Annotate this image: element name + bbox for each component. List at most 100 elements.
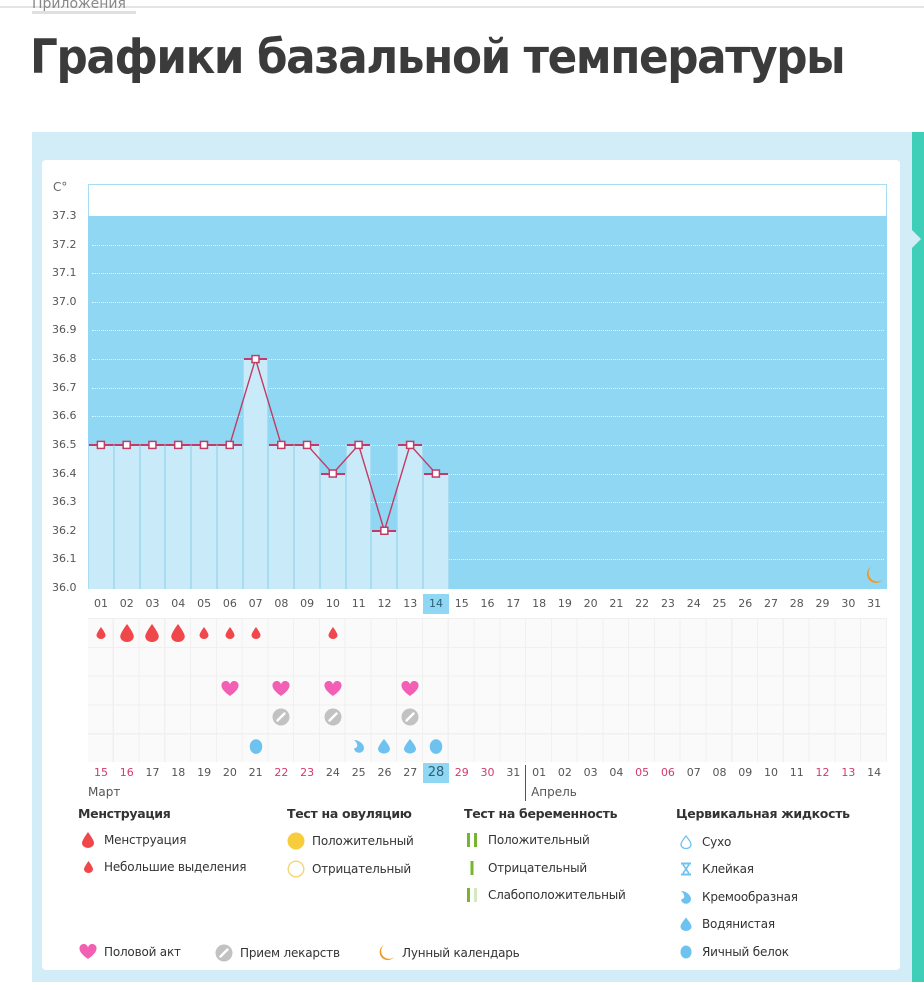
cycle-day-label[interactable]: 10 [325, 597, 340, 610]
calendar-date-label[interactable]: 23 [300, 766, 315, 779]
calendar-date-label[interactable]: 21 [248, 766, 263, 779]
blood-drop-large-icon[interactable] [171, 624, 185, 642]
temperature-bar[interactable] [88, 444, 114, 589]
calendar-date-label[interactable]: 16 [119, 766, 134, 779]
cycle-day-label[interactable]: 05 [197, 597, 212, 610]
cycle-day-label[interactable]: 12 [377, 597, 392, 610]
blood-drop-small-icon[interactable] [225, 627, 235, 639]
temperature-bar[interactable] [423, 473, 449, 589]
temperature-bar[interactable] [397, 444, 423, 589]
blood-drop-small-icon[interactable] [96, 627, 106, 639]
temperature-bar[interactable] [113, 444, 140, 589]
calendar-date-label[interactable]: 29 [454, 766, 469, 779]
temperature-bar[interactable] [242, 359, 269, 589]
cycle-day-label[interactable]: 07 [248, 597, 263, 610]
blood-drop-large-icon[interactable] [145, 624, 160, 642]
calendar-date-label[interactable]: 18 [171, 766, 186, 779]
calendar-date-label[interactable]: 28 [423, 763, 449, 783]
temperature-bar[interactable] [345, 444, 372, 589]
cycle-day-label[interactable]: 31 [867, 597, 882, 610]
temperature-bar[interactable] [371, 530, 398, 589]
cycle-day-label[interactable]: 11 [351, 597, 366, 610]
calendar-date-label[interactable]: 22 [274, 766, 289, 779]
egg-icon[interactable] [249, 738, 263, 755]
calendar-date-label[interactable]: 27 [403, 766, 418, 779]
calendar-date-label[interactable]: 25 [351, 766, 366, 779]
moon-icon[interactable] [864, 565, 884, 585]
temperature-bar[interactable] [216, 444, 243, 589]
cycle-day-label[interactable]: 18 [532, 597, 547, 610]
temperature-bar[interactable] [139, 444, 166, 589]
cycle-day-label[interactable]: 19 [557, 597, 572, 610]
cycle-day-label[interactable]: 27 [764, 597, 779, 610]
temperature-bar[interactable] [268, 444, 295, 589]
calendar-date-label[interactable]: 07 [686, 766, 701, 779]
calendar-date-label[interactable]: 30 [480, 766, 495, 779]
temperature-bar[interactable] [319, 473, 346, 589]
cycle-day-label[interactable]: 17 [506, 597, 521, 610]
cycle-day-label[interactable]: 14 [423, 594, 449, 614]
calendar-date-label[interactable]: 14 [867, 766, 882, 779]
calendar-date-label[interactable]: 15 [94, 766, 108, 779]
cycle-day-label[interactable]: 25 [712, 597, 727, 610]
calendar-date-label[interactable]: 20 [222, 766, 237, 779]
calendar-date-label[interactable]: 08 [712, 766, 727, 779]
water-drop-icon[interactable] [378, 738, 391, 754]
heart-icon[interactable] [324, 680, 342, 697]
cycle-day-label[interactable]: 04 [171, 597, 186, 610]
cycle-day-label[interactable]: 03 [145, 597, 160, 610]
side-expand-tab[interactable] [912, 132, 924, 982]
cycle-day-label[interactable]: 02 [119, 597, 134, 610]
blood-drop-large-icon[interactable] [119, 624, 134, 642]
blood-drop-small-icon[interactable] [199, 627, 209, 639]
calendar-date-label[interactable]: 03 [583, 766, 598, 779]
temperature-bar[interactable] [165, 444, 192, 589]
cycle-day-label[interactable]: 22 [635, 597, 650, 610]
cycle-day-label[interactable]: 20 [583, 597, 598, 610]
calendar-date-label[interactable]: 17 [145, 766, 160, 779]
cycle-day-label[interactable]: 13 [403, 597, 418, 610]
cycle-day-label[interactable]: 08 [274, 597, 289, 610]
pill-icon[interactable] [272, 708, 290, 726]
pill-icon[interactable] [324, 708, 342, 726]
calendar-date-label[interactable]: 10 [764, 766, 779, 779]
temperature-bar[interactable] [294, 444, 320, 589]
cycle-day-label[interactable]: 01 [94, 597, 108, 610]
blood-drop-small-icon[interactable] [251, 627, 260, 639]
curl-drop-icon[interactable] [353, 739, 365, 754]
cycle-day-label[interactable]: 29 [815, 597, 830, 610]
calendar-date-label[interactable]: 06 [660, 766, 675, 779]
cycle-day-label[interactable]: 28 [789, 597, 804, 610]
egg-icon[interactable] [429, 738, 443, 755]
cycle-day-label[interactable]: 23 [660, 597, 675, 610]
calendar-date-label[interactable]: 11 [789, 766, 804, 779]
calendar-date-label[interactable]: 02 [557, 766, 572, 779]
cycle-day-label[interactable]: 30 [841, 597, 856, 610]
breadcrumb-link[interactable]: Приложения [32, 0, 136, 14]
water-drop-icon[interactable] [404, 738, 417, 754]
cycle-day-label[interactable]: 15 [454, 597, 469, 610]
calendar-date-label[interactable]: 13 [841, 766, 856, 779]
calendar-date-label[interactable]: 12 [815, 766, 830, 779]
calendar-date-label[interactable]: 31 [506, 766, 521, 779]
heart-icon[interactable] [272, 680, 290, 697]
cycle-day-label[interactable]: 06 [222, 597, 237, 610]
cycle-day-label[interactable]: 24 [686, 597, 701, 610]
calendar-date-label[interactable]: 24 [325, 766, 340, 779]
calendar-date-label[interactable]: 05 [635, 766, 650, 779]
cycle-day-label[interactable]: 21 [609, 597, 624, 610]
pill-icon[interactable] [401, 708, 419, 726]
calendar-date-label[interactable]: 04 [609, 766, 624, 779]
heart-icon[interactable] [221, 680, 239, 697]
calendar-date-label[interactable]: 26 [377, 766, 392, 779]
calendar-date-label[interactable]: 09 [738, 766, 753, 779]
chevron-right-icon[interactable] [912, 230, 921, 248]
heart-icon[interactable] [401, 680, 419, 697]
cycle-day-label[interactable]: 26 [738, 597, 753, 610]
cycle-day-label[interactable]: 09 [300, 597, 315, 610]
calendar-date-label[interactable]: 19 [197, 766, 212, 779]
calendar-date-label[interactable]: 01 [532, 766, 547, 779]
temperature-bar[interactable] [191, 444, 217, 589]
blood-drop-small-icon[interactable] [328, 627, 338, 639]
cycle-day-label[interactable]: 16 [480, 597, 495, 610]
